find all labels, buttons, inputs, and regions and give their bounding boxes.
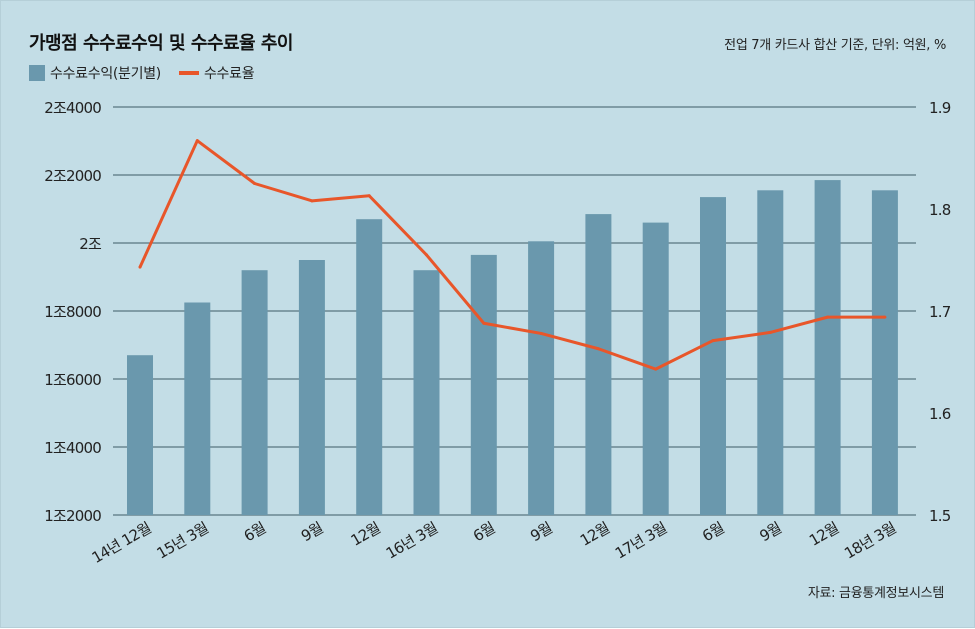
legend: 수수료수익(분기별) 수수료율 [29, 63, 272, 83]
rate-point [654, 367, 658, 371]
rate-point [253, 182, 257, 185]
legend-line-label: 수수료율 [203, 66, 255, 82]
rate-point [310, 199, 314, 203]
bar [814, 180, 841, 515]
x-tick-label: 12월 [577, 519, 612, 550]
x-tick-label: 18년 3월 [841, 519, 899, 563]
bar [528, 241, 555, 516]
y-right-tick-label: 1.6 [929, 405, 951, 423]
rate-point [138, 265, 142, 269]
x-tick-label: 14년 12월 [89, 519, 154, 567]
bar-layer [127, 180, 898, 516]
x-tick-label: 6월 [470, 519, 498, 545]
y-left-tick-label: 2조2000 [44, 167, 101, 185]
rate-point [826, 315, 830, 319]
legend-bar-label: 수수료수익(분기별) [50, 66, 161, 82]
rate-point [768, 330, 772, 334]
y-left-tick-label: 1조4000 [44, 439, 101, 457]
x-tick-label: 15년 3월 [154, 519, 212, 563]
bar [871, 190, 898, 516]
bar [413, 270, 440, 515]
legend-item-line: 수수료율 [178, 63, 255, 83]
y-left-tick-label: 1조6000 [44, 371, 101, 389]
rate-point [883, 315, 887, 319]
legend-item-bar: 수수료수익(분기별) [29, 63, 161, 83]
bar [700, 197, 726, 515]
rate-point [539, 331, 543, 335]
source-note: 자료: 금융통계정보시스템 [807, 586, 944, 601]
y-right-tick-label: 1.8 [929, 201, 951, 219]
bar [127, 355, 153, 515]
legend-line-swatch [178, 71, 199, 75]
x-tick-label: 6월 [241, 519, 269, 545]
x-tick-label: 17년 3월 [612, 519, 670, 563]
rate-point [195, 139, 199, 143]
y-left-tick-label: 2조 [79, 235, 102, 253]
y-left-tick-label: 2조4000 [44, 99, 101, 117]
bar [757, 190, 784, 516]
x-tick-label: 9월 [527, 519, 555, 545]
y-right-tick-label: 1.5 [929, 507, 951, 525]
y-left-tick-label: 1조8000 [44, 303, 101, 321]
bar [470, 254, 497, 515]
legend-bar-swatch [29, 65, 45, 81]
bar [184, 302, 211, 515]
x-tick-label: 12월 [348, 519, 383, 550]
chart-title: 가맹점 수수료수익 및 수수료율 추이 [29, 33, 293, 54]
bar [585, 214, 612, 515]
line-layer [138, 139, 887, 371]
x-tick-label: 16년 3월 [383, 519, 441, 563]
y-right-tick-label: 1.7 [929, 303, 951, 321]
y-left-tick-label: 1조2000 [44, 507, 101, 525]
y-right-tick-label: 1.9 [929, 99, 951, 117]
bar [356, 219, 383, 515]
unit-note: 전업 7개 카드사 합산 기준, 단위: 억원, % [724, 38, 946, 53]
rate-point [482, 321, 486, 325]
bar [241, 270, 268, 515]
x-tick-label: 6월 [699, 519, 727, 545]
x-tick-label: 9월 [298, 519, 326, 545]
rate-line [138, 139, 885, 371]
rate-point [425, 253, 428, 257]
rate-point [367, 194, 371, 198]
rate-point [711, 339, 715, 343]
rate-point [596, 347, 600, 351]
x-tick-label: 12월 [806, 519, 841, 550]
x-tick-label: 9월 [756, 519, 784, 545]
bar [298, 260, 325, 515]
